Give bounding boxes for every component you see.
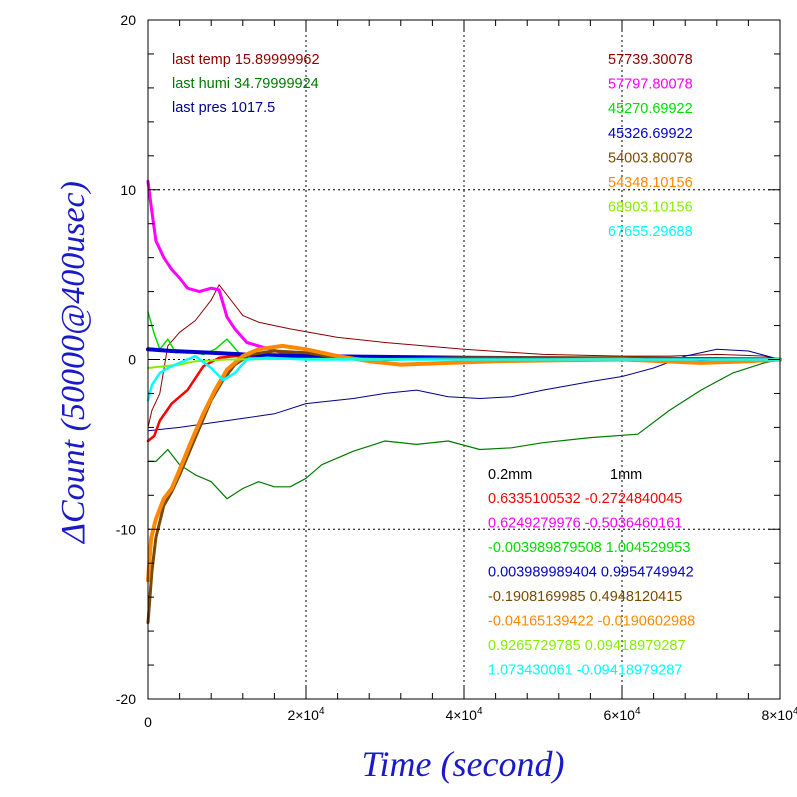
series-line-2 [147, 358, 781, 500]
environment-label: last humi 34.79999924 [172, 76, 319, 92]
series-layer [146, 179, 782, 625]
axis-ticks [147, 19, 781, 700]
coefficient-row: 0.003989989404 0.9954749942 [488, 565, 694, 581]
environment-label: last pres 1017.5 [172, 100, 275, 116]
coefficient-row: 0.6249279976 -0.5036460161 [488, 516, 682, 532]
count-value: 57739.30078 [608, 52, 693, 68]
x-tick-label: 8×104 [761, 706, 797, 723]
count-value: 68903.10156 [608, 200, 693, 216]
coefficient-row: 1.073430061 -0.09418979287 [488, 663, 682, 679]
coefficient-header: 0.2mm [488, 467, 532, 483]
y-tick-label: 10 [120, 182, 136, 198]
coefficient-row: 0.9265729785 0.09418979287 [488, 638, 686, 654]
coefficient-row: 0.6335100532 -0.2724840045 [488, 491, 682, 507]
coefficient-header: 1mm [610, 467, 642, 483]
count-value: 45270.69922 [608, 101, 693, 117]
count-value: 54348.10156 [608, 175, 693, 191]
x-tick-label: 2×104 [287, 706, 325, 723]
count-value: 45326.69922 [608, 126, 693, 142]
y-axis-label: ΔCount (50000@400usec) [55, 181, 92, 545]
x-tick-label: 0 [144, 714, 152, 730]
count-value: 57797.80078 [608, 77, 693, 93]
x-axis-label: Time (second) [362, 744, 565, 784]
coefficient-row: -0.003989879508 1.004529953 [488, 540, 690, 556]
y-tick-label: -10 [116, 521, 136, 537]
y-tick-label: 0 [128, 352, 136, 368]
coefficient-row: -0.1908169985 0.4948120415 [488, 589, 682, 605]
count-value: 67655.29688 [608, 224, 693, 240]
coefficient-row: -0.04165139422 -0.0190602988 [488, 614, 695, 630]
series-line-11 [146, 354, 782, 402]
x-tick-label: 6×104 [603, 706, 641, 723]
series-line-3 [147, 348, 781, 432]
y-tick-label: 20 [120, 12, 136, 28]
y-tick-label: -20 [116, 691, 136, 707]
annotations: last temp 15.89999962 last humi 34.799999… [172, 52, 695, 679]
tick-labels: 0 2×104 4×104 6×104 8×104 20 10 0 -10 -20 [116, 12, 797, 730]
x-tick-label: 4×104 [445, 706, 483, 723]
series-line-1 [147, 284, 781, 428]
environment-label: last temp 15.89999962 [172, 52, 320, 68]
count-value: 54003.80078 [608, 150, 693, 166]
